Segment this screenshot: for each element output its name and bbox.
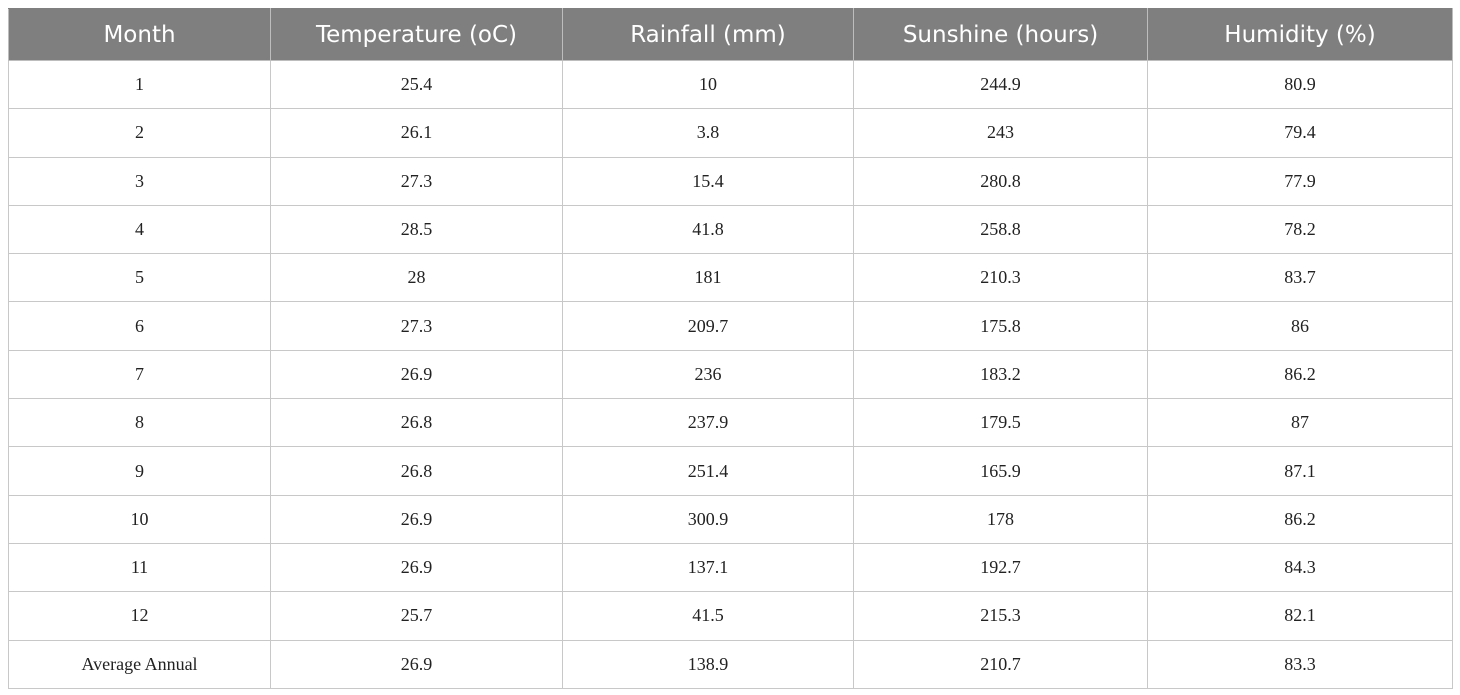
table-cell: 300.9 <box>562 494 854 544</box>
table-cell: 82.1 <box>1147 591 1453 641</box>
table-cell: 165.9 <box>853 446 1148 496</box>
table-row: 9 26.8 251.4 165.9 87.1 <box>8 446 1453 496</box>
table-row: 10 26.9 300.9 178 86.2 <box>8 494 1453 544</box>
table-row: 4 28.5 41.8 258.8 78.2 <box>8 204 1453 255</box>
table-cell: 192.7 <box>853 542 1148 593</box>
table-cell: 237.9 <box>562 398 854 448</box>
table-cell: 4 <box>8 204 271 255</box>
table-row: 2 26.1 3.8 243 79.4 <box>8 108 1453 158</box>
table-row: 1 25.4 10 244.9 80.9 <box>8 59 1453 110</box>
table-row: Average Annual 26.9 138.9 210.7 83.3 <box>8 639 1453 689</box>
table-cell: 11 <box>8 542 271 593</box>
table-cell: 215.3 <box>853 591 1148 641</box>
table-body: 1 25.4 10 244.9 80.9 2 26.1 3.8 243 79.4 3 27.3 15.4… <box>8 59 1453 689</box>
table-cell: 258.8 <box>853 204 1148 255</box>
table-cell: 41.8 <box>562 204 854 255</box>
table-row: 3 27.3 15.4 280.8 77.9 <box>8 156 1453 206</box>
table-cell: 280.8 <box>853 156 1148 206</box>
table-cell: 84.3 <box>1147 542 1453 593</box>
table-cell: 10 <box>562 59 854 110</box>
table-cell: 86 <box>1147 301 1453 351</box>
table-cell: 6 <box>8 301 271 351</box>
table-cell: 26.9 <box>270 542 563 593</box>
table-row: 8 26.8 237.9 179.5 87 <box>8 398 1453 448</box>
table-cell: Average Annual <box>8 639 271 689</box>
table-cell: 137.1 <box>562 542 854 593</box>
column-header: Humidity (%) <box>1147 8 1453 61</box>
table-row: 12 25.7 41.5 215.3 82.1 <box>8 591 1453 641</box>
data-table: Month Temperature (oC) Rainfall (mm) Sunshi… <box>8 8 1453 689</box>
table-cell: 27.3 <box>270 156 563 206</box>
table-cell: 181 <box>562 253 854 303</box>
table-row: 7 26.9 236 183.2 86.2 <box>8 349 1453 400</box>
table-cell: 79.4 <box>1147 108 1453 158</box>
table-cell: 183.2 <box>853 349 1148 400</box>
table-cell: 86.2 <box>1147 494 1453 544</box>
table-cell: 80.9 <box>1147 59 1453 110</box>
table-cell: 138.9 <box>562 639 854 689</box>
table-cell: 9 <box>8 446 271 496</box>
table-cell: 87.1 <box>1147 446 1453 496</box>
table-row: 5 28 181 210.3 83.7 <box>8 253 1453 303</box>
table-cell: 26.1 <box>270 108 563 158</box>
table-cell: 8 <box>8 398 271 448</box>
table-cell: 26.9 <box>270 494 563 544</box>
table-cell: 26.9 <box>270 349 563 400</box>
table-cell: 7 <box>8 349 271 400</box>
table-cell: 87 <box>1147 398 1453 448</box>
table-cell: 15.4 <box>562 156 854 206</box>
table-cell: 3.8 <box>562 108 854 158</box>
table-cell: 209.7 <box>562 301 854 351</box>
column-header: Temperature (oC) <box>270 8 563 61</box>
table-cell: 2 <box>8 108 271 158</box>
table-cell: 5 <box>8 253 271 303</box>
table-cell: 3 <box>8 156 271 206</box>
table-cell: 78.2 <box>1147 204 1453 255</box>
table-cell: 25.4 <box>270 59 563 110</box>
column-header: Rainfall (mm) <box>562 8 854 61</box>
table-cell: 26.9 <box>270 639 563 689</box>
table-cell: 12 <box>8 591 271 641</box>
table-cell: 25.7 <box>270 591 563 641</box>
table-cell: 27.3 <box>270 301 563 351</box>
table-cell: 26.8 <box>270 398 563 448</box>
table-cell: 41.5 <box>562 591 854 641</box>
table-row: 6 27.3 209.7 175.8 86 <box>8 301 1453 351</box>
table-cell: 86.2 <box>1147 349 1453 400</box>
column-header: Month <box>8 8 271 61</box>
table-header: Month Temperature (oC) Rainfall (mm) Sunshi… <box>8 8 1453 61</box>
table-cell: 10 <box>8 494 271 544</box>
table-cell: 28.5 <box>270 204 563 255</box>
table-cell: 28 <box>270 253 563 303</box>
table-row: 11 26.9 137.1 192.7 84.3 <box>8 542 1453 593</box>
table-cell: 243 <box>853 108 1148 158</box>
table-cell: 178 <box>853 494 1148 544</box>
table-cell: 251.4 <box>562 446 854 496</box>
table-cell: 236 <box>562 349 854 400</box>
table-cell: 26.8 <box>270 446 563 496</box>
table-cell: 175.8 <box>853 301 1148 351</box>
table-cell: 77.9 <box>1147 156 1453 206</box>
table-cell: 179.5 <box>853 398 1148 448</box>
table-cell: 210.3 <box>853 253 1148 303</box>
table-cell: 1 <box>8 59 271 110</box>
table-cell: 83.7 <box>1147 253 1453 303</box>
column-header: Sunshine (hours) <box>853 8 1148 61</box>
table-cell: 244.9 <box>853 59 1148 110</box>
header-row: Month Temperature (oC) Rainfall (mm) Sunshi… <box>8 8 1453 61</box>
table-cell: 83.3 <box>1147 639 1453 689</box>
table-cell: 210.7 <box>853 639 1148 689</box>
